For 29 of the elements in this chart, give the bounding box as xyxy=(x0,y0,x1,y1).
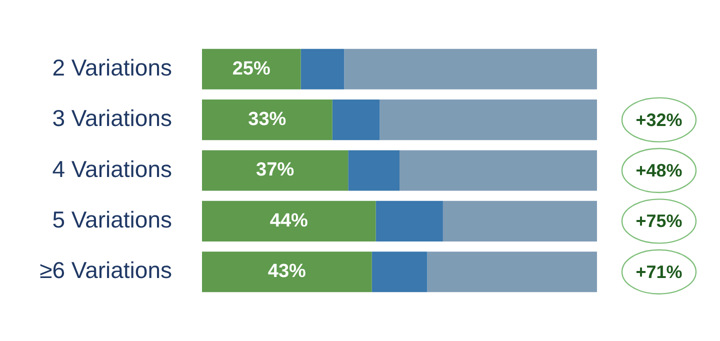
y-tick-label: 4 Variations xyxy=(52,156,172,182)
text: +48% xyxy=(636,160,682,180)
data-label: 25% xyxy=(232,58,270,80)
y-tick-label: ≥6 Variations xyxy=(40,257,172,284)
text: +32% xyxy=(636,110,682,130)
bar xyxy=(427,252,597,292)
data-label: 43% xyxy=(268,261,306,282)
bar xyxy=(376,200,443,242)
bar xyxy=(442,200,597,242)
y-tick-label: 2 Variations xyxy=(52,54,172,80)
bar xyxy=(202,100,332,140)
bar xyxy=(344,48,597,90)
bar xyxy=(348,150,400,191)
text: +71% xyxy=(636,262,682,282)
bar xyxy=(202,150,348,191)
bar xyxy=(202,252,372,292)
y-tick-label: 5 Variations xyxy=(52,206,172,233)
data-label: 44% xyxy=(270,210,308,232)
bar xyxy=(202,48,301,90)
data-label: 33% xyxy=(248,109,286,130)
bar xyxy=(400,150,597,191)
y-tick-label: 3 Variations xyxy=(52,105,172,132)
text: +75% xyxy=(636,211,682,232)
bar xyxy=(380,100,597,140)
bar xyxy=(332,100,380,140)
data-label: 37% xyxy=(256,160,294,181)
bar xyxy=(300,48,344,90)
bar xyxy=(372,252,428,292)
bar xyxy=(202,200,376,242)
